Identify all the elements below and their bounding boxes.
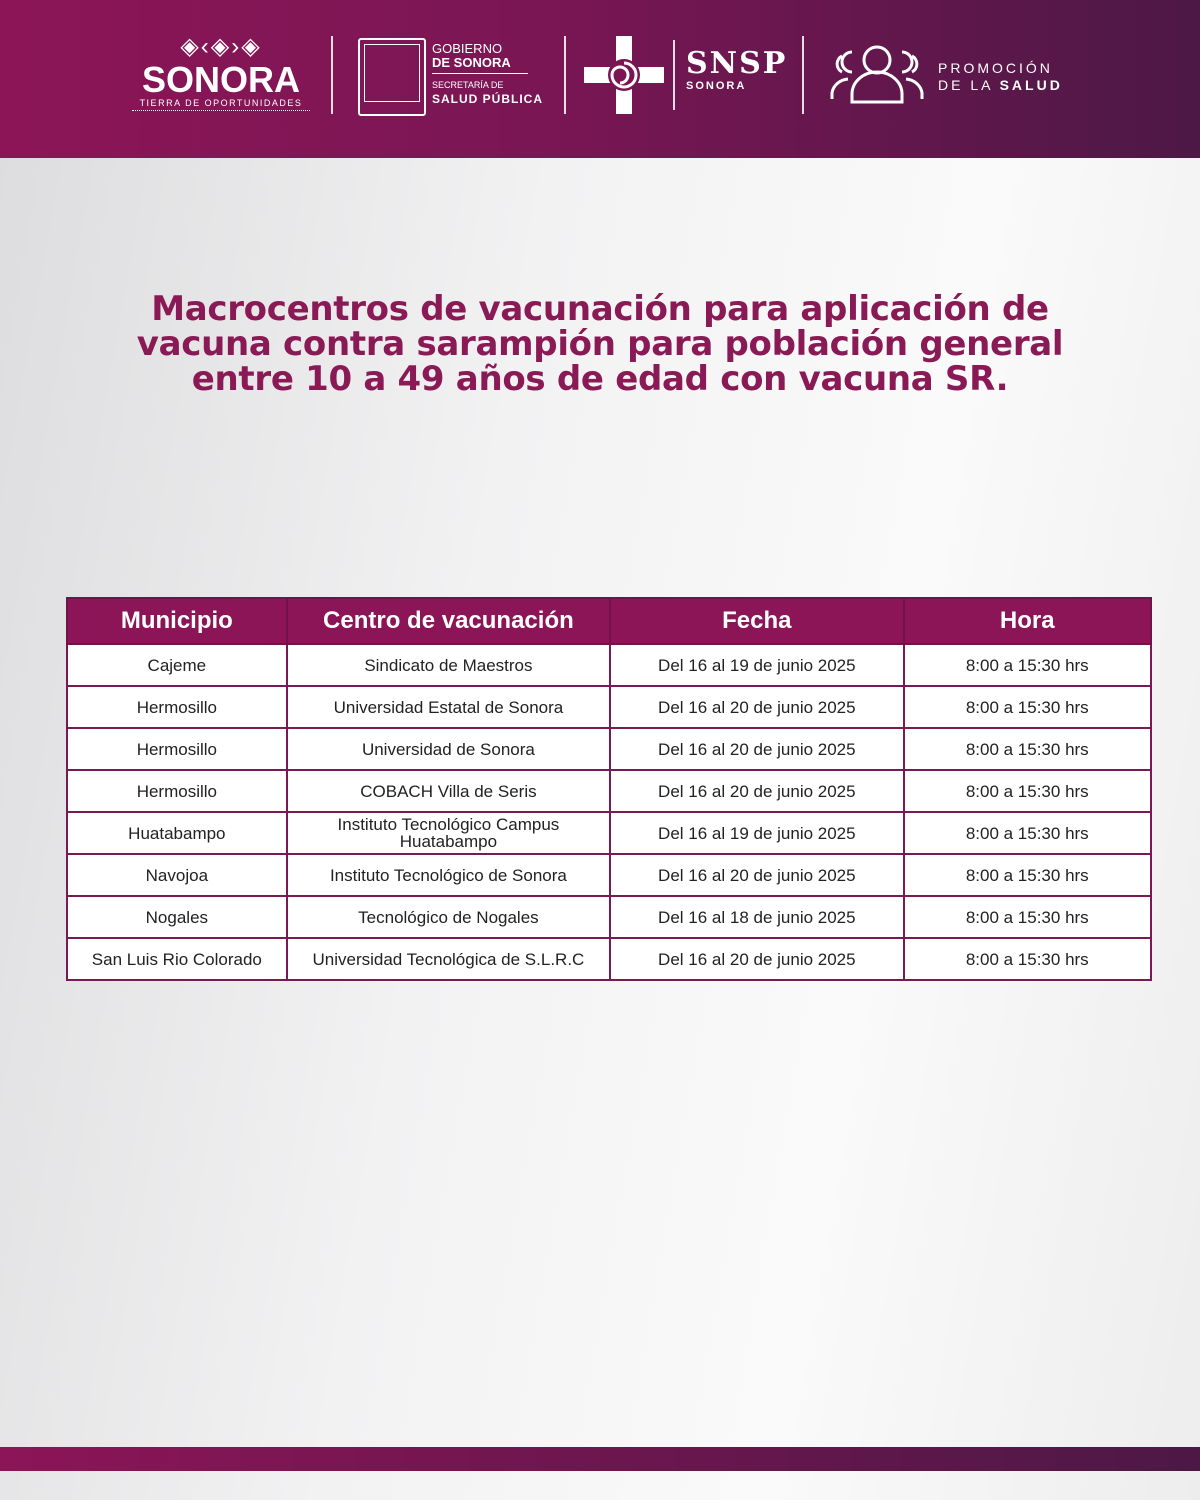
hora-cell: 8:00 a 15:30 hrs	[902, 685, 1152, 729]
table-row: Huatabampo Instituto Tecnológico Campus H…	[66, 811, 1152, 855]
fecha-cell: Del 16 al 20 de junio 2025	[609, 685, 905, 729]
centro-cell: Sindicato de Maestros	[285, 643, 612, 687]
divider	[673, 40, 675, 110]
table-row: Nogales Tecnológico de Nogales Del 16 al 1…	[66, 895, 1152, 939]
header-banner: ◈‹◈›◈ SONORA TIERRA DE OPORTUNIDADES GOB…	[0, 0, 1200, 158]
centro-cell: Instituto Tecnológico Campus Huatabampo	[285, 811, 612, 855]
header-municipio: Municipio	[66, 597, 288, 645]
municipio-cell: Huatabampo	[66, 811, 288, 855]
fecha-cell: Del 16 al 19 de junio 2025	[609, 643, 905, 687]
centro-cell: Universidad de Sonora	[285, 727, 612, 771]
municipio-cell: Hermosillo	[66, 727, 288, 771]
fecha-cell: Del 16 al 19 de junio 2025	[609, 811, 905, 855]
hora-cell: 8:00 a 15:30 hrs	[902, 643, 1152, 687]
hora-cell: 8:00 a 15:30 hrs	[902, 937, 1152, 981]
fecha-cell: Del 16 al 20 de junio 2025	[609, 853, 905, 897]
fecha-cell: Del 16 al 18 de junio 2025	[609, 895, 905, 939]
municipio-cell: San Luis Rio Colorado	[66, 937, 288, 981]
municipio-cell: Hermosillo	[66, 769, 288, 813]
table-row: Cajeme Sindicato de Maestros Del 16 al 19 …	[66, 643, 1152, 687]
gobierno-logo: GOBIERNO DE SONORA SECRETARÍA DE SALUD P…	[432, 41, 543, 106]
centro-cell: Instituto Tecnológico de Sonora	[285, 853, 612, 897]
table-row: Hermosillo COBACH Villa de Seris Del 16 al…	[66, 769, 1152, 813]
fecha-cell: Del 16 al 20 de junio 2025	[609, 937, 905, 981]
hora-cell: 8:00 a 15:30 hrs	[902, 811, 1152, 855]
municipio-cell: Cajeme	[66, 643, 288, 687]
sonora-pattern-icon: ◈‹◈›◈	[180, 33, 262, 60]
header-fecha: Fecha	[609, 597, 905, 645]
fecha-cell: Del 16 al 20 de junio 2025	[609, 727, 905, 771]
divider	[564, 36, 566, 114]
table-row: Hermosillo Universidad Estatal de Sonora D…	[66, 685, 1152, 729]
centro-cell: COBACH Villa de Seris	[285, 769, 612, 813]
people-group-icon	[830, 45, 924, 104]
snsp-logo: SNSP SONORA	[686, 46, 788, 93]
table-row: Navojoa Instituto Tecnológico de Sonora De…	[66, 853, 1152, 897]
sonora-logo: ◈‹◈›◈ SONORA TIERRA DE OPORTUNIDADES	[132, 32, 310, 111]
header-hora: Hora	[902, 597, 1152, 645]
table-row: San Luis Rio Colorado Universidad Tecnoló…	[66, 937, 1152, 981]
state-shield-icon	[358, 38, 426, 116]
fecha-cell: Del 16 al 20 de junio 2025	[609, 769, 905, 813]
hora-cell: 8:00 a 15:30 hrs	[902, 895, 1152, 939]
divider	[331, 36, 333, 114]
centro-cell: Universidad Tecnológica de S.L.R.C	[285, 937, 612, 981]
table-header-row: Municipio Centro de vacunación Fecha Hor…	[66, 597, 1152, 645]
centro-cell: Tecnológico de Nogales	[285, 895, 612, 939]
hora-cell: 8:00 a 15:30 hrs	[902, 853, 1152, 897]
divider	[802, 36, 804, 114]
promocion-logo: PROMOCIÓN DE LA SALUD	[938, 60, 1063, 93]
snsp-cross-icon	[584, 36, 664, 114]
centro-cell: Universidad Estatal de Sonora	[285, 685, 612, 729]
footer-bar	[0, 1447, 1200, 1471]
vaccination-centers-table: Municipio Centro de vacunación Fecha Hor…	[66, 597, 1152, 981]
header-centro: Centro de vacunación	[285, 597, 612, 645]
municipio-cell: Hermosillo	[66, 685, 288, 729]
page-title: Macrocentros de vacunación para aplicaci…	[136, 289, 1064, 399]
municipio-cell: Navojoa	[66, 853, 288, 897]
hora-cell: 8:00 a 15:30 hrs	[902, 727, 1152, 771]
table-row: Hermosillo Universidad de Sonora Del 16 al…	[66, 727, 1152, 771]
municipio-cell: Nogales	[66, 895, 288, 939]
hora-cell: 8:00 a 15:30 hrs	[902, 769, 1152, 813]
